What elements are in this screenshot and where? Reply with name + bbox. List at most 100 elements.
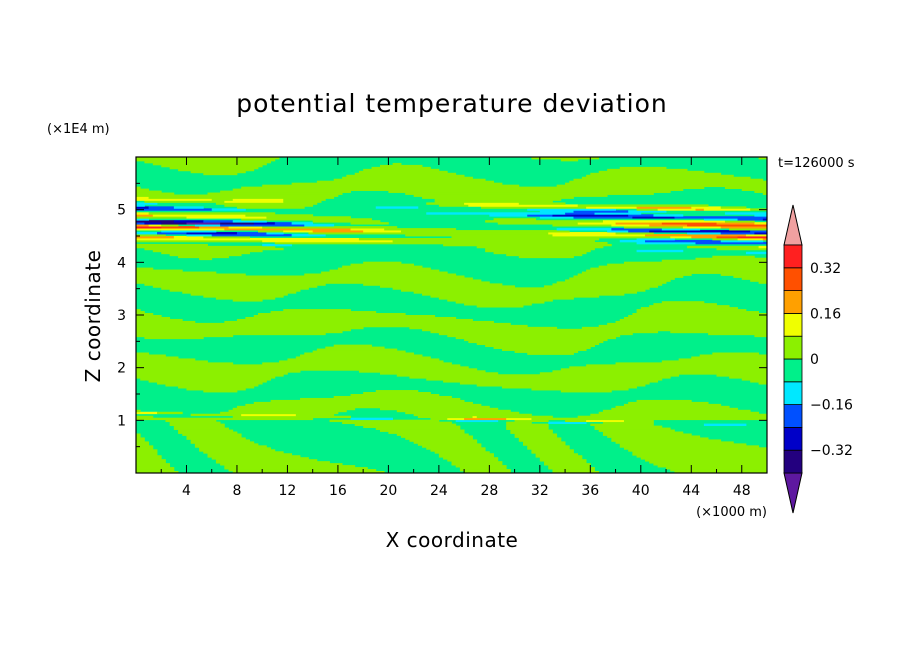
- contour-cell: [733, 275, 768, 278]
- contour-cell: [645, 234, 747, 237]
- contour-cell: [169, 166, 259, 170]
- contour-cell: [136, 309, 141, 312]
- contour-cell: [493, 251, 587, 255]
- contour-cell: [157, 382, 263, 385]
- contour-cell: [565, 212, 595, 215]
- contour-cell: [136, 236, 175, 239]
- contour-cell: [489, 214, 528, 217]
- contour-cell: [136, 465, 171, 468]
- contour-cell: [136, 417, 314, 421]
- contour-cell: [518, 439, 562, 442]
- contour-cell: [165, 419, 217, 423]
- contour-cell: [161, 222, 187, 225]
- contour-cell: [178, 386, 255, 389]
- contour-cell: [136, 455, 162, 458]
- contour-cell: [136, 441, 150, 444]
- colorbar-label: 0.32: [810, 261, 841, 277]
- contour-cell: [190, 293, 288, 296]
- contour-cell: [649, 230, 751, 233]
- contour-cell: [207, 453, 293, 456]
- contour-cell: [136, 326, 364, 330]
- contour-cell: [594, 212, 642, 215]
- x-tick-label: 24: [430, 483, 448, 499]
- contour-cell: [173, 220, 204, 223]
- contour-cell: [422, 293, 625, 296]
- contour-cell: [136, 457, 162, 460]
- contour-cell: [186, 435, 242, 438]
- contour-cell: [220, 222, 255, 225]
- contour-cell: [674, 216, 768, 219]
- contour-cell: [283, 230, 314, 233]
- contour-cell: [136, 439, 145, 442]
- contour-cell: [611, 437, 709, 440]
- contour-cell: [455, 301, 545, 304]
- contour-cell: [157, 411, 183, 415]
- contour-cell: [741, 378, 768, 381]
- contour-cell: [640, 457, 768, 460]
- contour-cell: [186, 437, 246, 440]
- contour-cell: [531, 388, 629, 391]
- contour-cell: [552, 471, 600, 474]
- contour-cell: [598, 170, 705, 174]
- contour-cell: [514, 350, 579, 353]
- contour-cell: [598, 411, 759, 415]
- contour-cell: [653, 303, 717, 306]
- contour-cell: [636, 309, 747, 312]
- contour-cell: [136, 463, 171, 466]
- contour-cell: [661, 228, 701, 231]
- contour-cell: [556, 281, 667, 284]
- contour-cell: [136, 228, 225, 231]
- contour-cell: [308, 232, 549, 235]
- contour-cell: [737, 218, 764, 221]
- contour-cell: [152, 285, 318, 288]
- colorbar-cell: [783, 267, 803, 291]
- contour-cell: [262, 184, 520, 188]
- contour-cell: [619, 239, 646, 243]
- contour-cell: [413, 413, 532, 417]
- contour-cell: [186, 222, 221, 225]
- contour-cell: [253, 222, 276, 225]
- contour-cell: [670, 469, 768, 472]
- contour-cell: [661, 301, 705, 304]
- contour-cell: [636, 249, 684, 253]
- contour-cell: [401, 435, 473, 438]
- contour-cell: [199, 447, 272, 450]
- contour-cell: [640, 307, 738, 310]
- contour-cell: [190, 413, 242, 417]
- contour-cell: [136, 190, 162, 193]
- contour-cell: [523, 443, 566, 446]
- contour-cell: [136, 245, 276, 249]
- x-tick-label: 36: [581, 483, 599, 499]
- contour-field: [135, 156, 768, 474]
- contour-cell: [615, 232, 654, 235]
- colorbar-label: −0.16: [810, 398, 853, 414]
- contour-cell: [144, 336, 204, 340]
- contour-cell: [136, 332, 326, 336]
- contour-cell: [136, 216, 187, 219]
- contour-cell: [363, 425, 461, 428]
- contour-cell: [173, 236, 204, 239]
- contour-cell: [245, 214, 314, 217]
- contour-cell: [401, 230, 570, 233]
- contour-cell: [186, 216, 267, 219]
- contour-cell: [413, 441, 478, 444]
- contour-cell: [426, 378, 663, 381]
- contour-cell: [136, 433, 141, 436]
- contour-cell: [720, 239, 764, 243]
- contour-cell: [194, 224, 221, 227]
- contour-cell: [413, 194, 608, 197]
- contour-cell: [501, 386, 637, 389]
- contour-cell: [569, 366, 768, 369]
- contour-cell: [169, 423, 225, 427]
- contour-cell: [573, 178, 764, 182]
- contour-cell: [581, 176, 751, 180]
- contour-cell: [342, 176, 473, 180]
- contour-cell: [720, 206, 747, 209]
- contour-cell: [417, 415, 473, 419]
- chart-title: potential temperature deviation: [236, 89, 667, 118]
- contour-cell: [178, 255, 229, 259]
- contour-cell: [632, 453, 768, 456]
- contour-cell: [716, 374, 768, 377]
